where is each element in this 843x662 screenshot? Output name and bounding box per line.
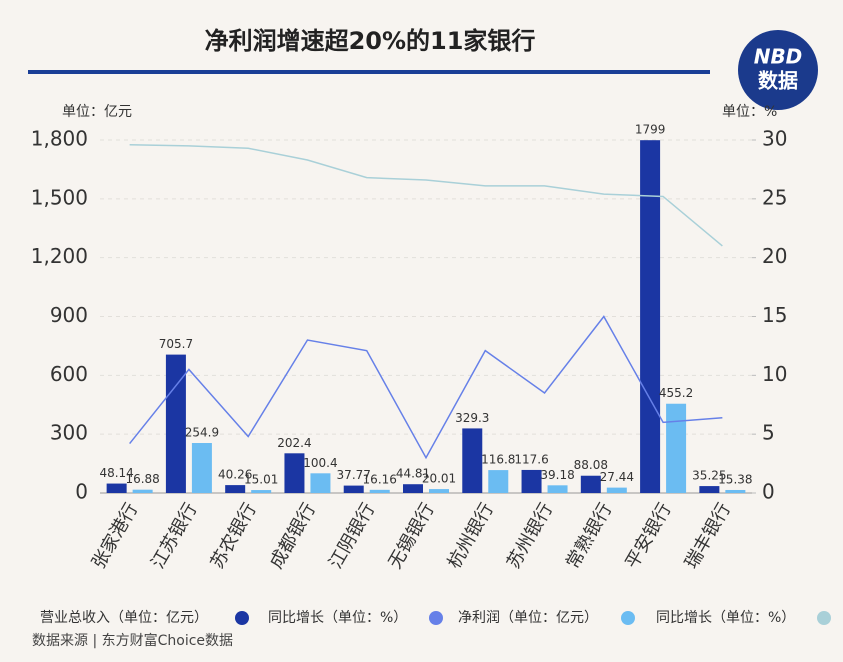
bar	[165, 354, 186, 493]
logo-text: NBD	[754, 45, 803, 69]
data-label: 254.9	[185, 426, 219, 440]
logo	[738, 30, 818, 110]
y2-tick-label: 0	[762, 480, 775, 504]
y2-tick-label: 10	[762, 362, 787, 386]
bar	[225, 485, 246, 493]
legend-label: 同比增长（单位：%）	[268, 610, 407, 626]
bar	[521, 469, 542, 493]
data-label: 15.38	[718, 472, 752, 486]
data-label: 27.44	[600, 470, 634, 484]
y-tick-label: 900	[50, 303, 88, 327]
data-label: 48.14	[99, 466, 133, 480]
legend-marker	[621, 611, 635, 625]
y2-tick-label: 25	[762, 185, 787, 209]
data-label: 16.16	[363, 472, 397, 486]
bar	[106, 483, 127, 493]
data-label: 15.01	[244, 473, 278, 487]
bar	[343, 485, 364, 493]
y2-unit: 单位：%	[722, 104, 777, 120]
data-label: 16.88	[125, 472, 159, 486]
y2-tick-label: 15	[762, 303, 787, 327]
data-label: 117.6	[514, 452, 548, 466]
data-label: 35.25	[692, 469, 726, 483]
y-tick-label: 300	[50, 421, 88, 445]
y-tick-label: 1,800	[31, 127, 88, 151]
line	[129, 143, 723, 247]
legend-marker	[817, 611, 831, 625]
legend-marker	[429, 611, 443, 625]
bar	[403, 484, 423, 493]
y-tick-label: 1,500	[31, 185, 88, 209]
data-label: 1799	[635, 123, 666, 137]
y-tick-label: 1,200	[31, 244, 88, 268]
legend-label: 同比增长（单位：%）	[656, 610, 795, 626]
bar	[640, 140, 661, 493]
bar	[488, 470, 509, 493]
legend-label: 净利润（单位：亿元）	[458, 610, 598, 626]
bar	[666, 403, 687, 493]
bar	[462, 428, 483, 493]
y2-tick-label: 5	[762, 421, 775, 445]
line	[129, 315, 723, 460]
bar	[284, 453, 305, 493]
data-label: 37.77	[337, 468, 371, 482]
data-label: 39.18	[540, 468, 574, 482]
bar	[725, 489, 746, 493]
bar	[547, 485, 568, 493]
chart-title: 净利润增速超20%的11家银行	[205, 27, 536, 55]
bar	[606, 487, 627, 493]
legend-marker	[235, 611, 249, 625]
legend-label: 营业总收入（单位：亿元）	[40, 610, 208, 626]
bar	[429, 489, 449, 493]
bar	[191, 443, 212, 493]
data-label: 329.3	[455, 411, 489, 425]
y-tick-label: 600	[50, 362, 88, 386]
y-unit: 单位：亿元	[62, 104, 132, 120]
bar	[251, 490, 272, 493]
data-label: 44.81	[396, 467, 430, 481]
data-label: 100.4	[303, 456, 337, 470]
logo-text: 数据	[758, 69, 798, 93]
source: 数据来源 | 东方财富Choice数据	[32, 632, 233, 649]
bar	[132, 489, 153, 493]
data-label: 116.8	[481, 453, 515, 467]
data-label: 40.26	[218, 468, 252, 482]
y2-tick-label: 30	[762, 127, 787, 151]
data-label: 455.2	[659, 386, 693, 400]
bar	[310, 473, 331, 493]
bar	[369, 489, 390, 493]
data-label: 202.4	[277, 436, 311, 450]
y-tick-label: 0	[75, 480, 88, 504]
y2-tick-label: 20	[762, 244, 787, 268]
bar	[580, 475, 601, 493]
data-label: 705.7	[159, 337, 193, 351]
bar	[699, 486, 720, 493]
data-label: 20.01	[422, 472, 456, 486]
data-label: 88.08	[574, 458, 608, 472]
